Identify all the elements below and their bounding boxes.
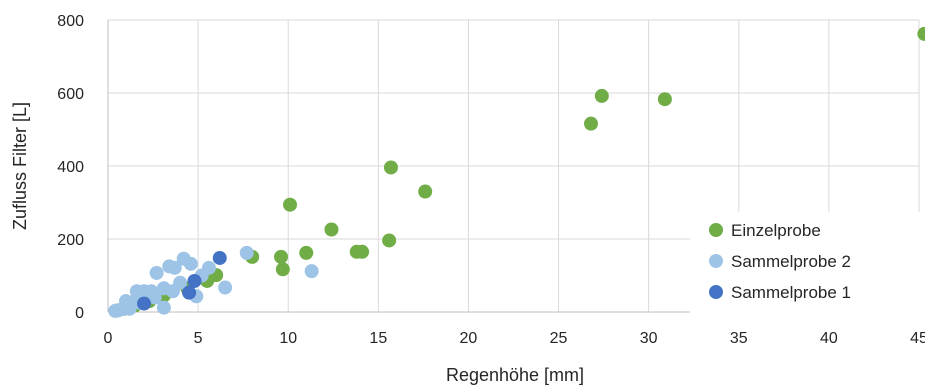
x-tick-label: 40 <box>820 330 838 347</box>
x-tick-label: 0 <box>104 330 113 347</box>
x-tick-label: 15 <box>369 330 387 347</box>
x-tick-label: 35 <box>730 330 748 347</box>
y-tick-label: 0 <box>75 305 84 322</box>
point-einzelprobe <box>274 249 289 264</box>
legend: Einzelprobe Sammelprobe 2 Sammelprobe 1 <box>709 221 851 302</box>
point-einzelprobe <box>275 262 290 277</box>
legend-marker-einzelprobe <box>709 223 723 237</box>
point-sammelprobe-2 <box>218 280 233 295</box>
point-einzelprobe <box>917 26 925 41</box>
point-sammelprobe-2 <box>108 303 123 318</box>
x-tick-label: 5 <box>194 330 203 347</box>
data-points <box>108 26 925 318</box>
point-einzelprobe <box>283 197 298 212</box>
legend-marker-sammelprobe-2 <box>709 254 723 268</box>
y-tick-label: 800 <box>57 13 84 30</box>
x-tick-label: 10 <box>279 330 297 347</box>
point-einzelprobe <box>355 244 370 259</box>
point-sammelprobe-1 <box>182 285 197 300</box>
point-sammelprobe-2 <box>304 264 319 279</box>
x-tick-label: 20 <box>460 330 478 347</box>
point-einzelprobe <box>324 222 339 237</box>
legend-background <box>690 212 920 314</box>
point-einzelprobe <box>383 160 398 175</box>
legend-label-sammelprobe-2: Sammelprobe 2 <box>731 252 851 271</box>
x-tick-label: 45 <box>910 330 925 347</box>
point-sammelprobe-1 <box>212 250 227 265</box>
point-sammelprobe-2 <box>149 265 164 280</box>
y-tick-label: 200 <box>57 232 84 249</box>
point-sammelprobe-1 <box>187 273 202 288</box>
point-einzelprobe <box>657 92 672 107</box>
x-tick-label: 25 <box>550 330 568 347</box>
point-sammelprobe-2 <box>183 256 198 271</box>
y-tick-label: 400 <box>57 159 84 176</box>
point-einzelprobe <box>583 116 598 131</box>
point-sammelprobe-2 <box>165 284 180 299</box>
point-einzelprobe <box>382 233 397 248</box>
y-tick-label: 600 <box>57 86 84 103</box>
x-tick-labels: 0 5 10 15 20 25 30 35 40 45 <box>104 330 925 347</box>
y-tick-labels: 0 200 400 600 800 <box>57 13 84 322</box>
point-einzelprobe <box>299 245 314 260</box>
point-sammelprobe-1 <box>137 296 152 311</box>
point-sammelprobe-2 <box>239 245 254 260</box>
x-axis-title: Regenhöhe [mm] <box>446 365 584 385</box>
legend-label-sammelprobe-1: Sammelprobe 1 <box>731 283 851 302</box>
legend-label-einzelprobe: Einzelprobe <box>731 221 821 240</box>
point-sammelprobe-2 <box>167 260 182 275</box>
point-sammelprobe-2 <box>156 300 171 315</box>
point-einzelprobe <box>594 88 609 103</box>
point-einzelprobe <box>418 184 433 199</box>
y-axis-title: Zufluss Filter [L] <box>10 102 30 230</box>
x-tick-label: 30 <box>640 330 658 347</box>
legend-marker-sammelprobe-1 <box>709 285 723 299</box>
point-sammelprobe-2 <box>147 290 162 305</box>
